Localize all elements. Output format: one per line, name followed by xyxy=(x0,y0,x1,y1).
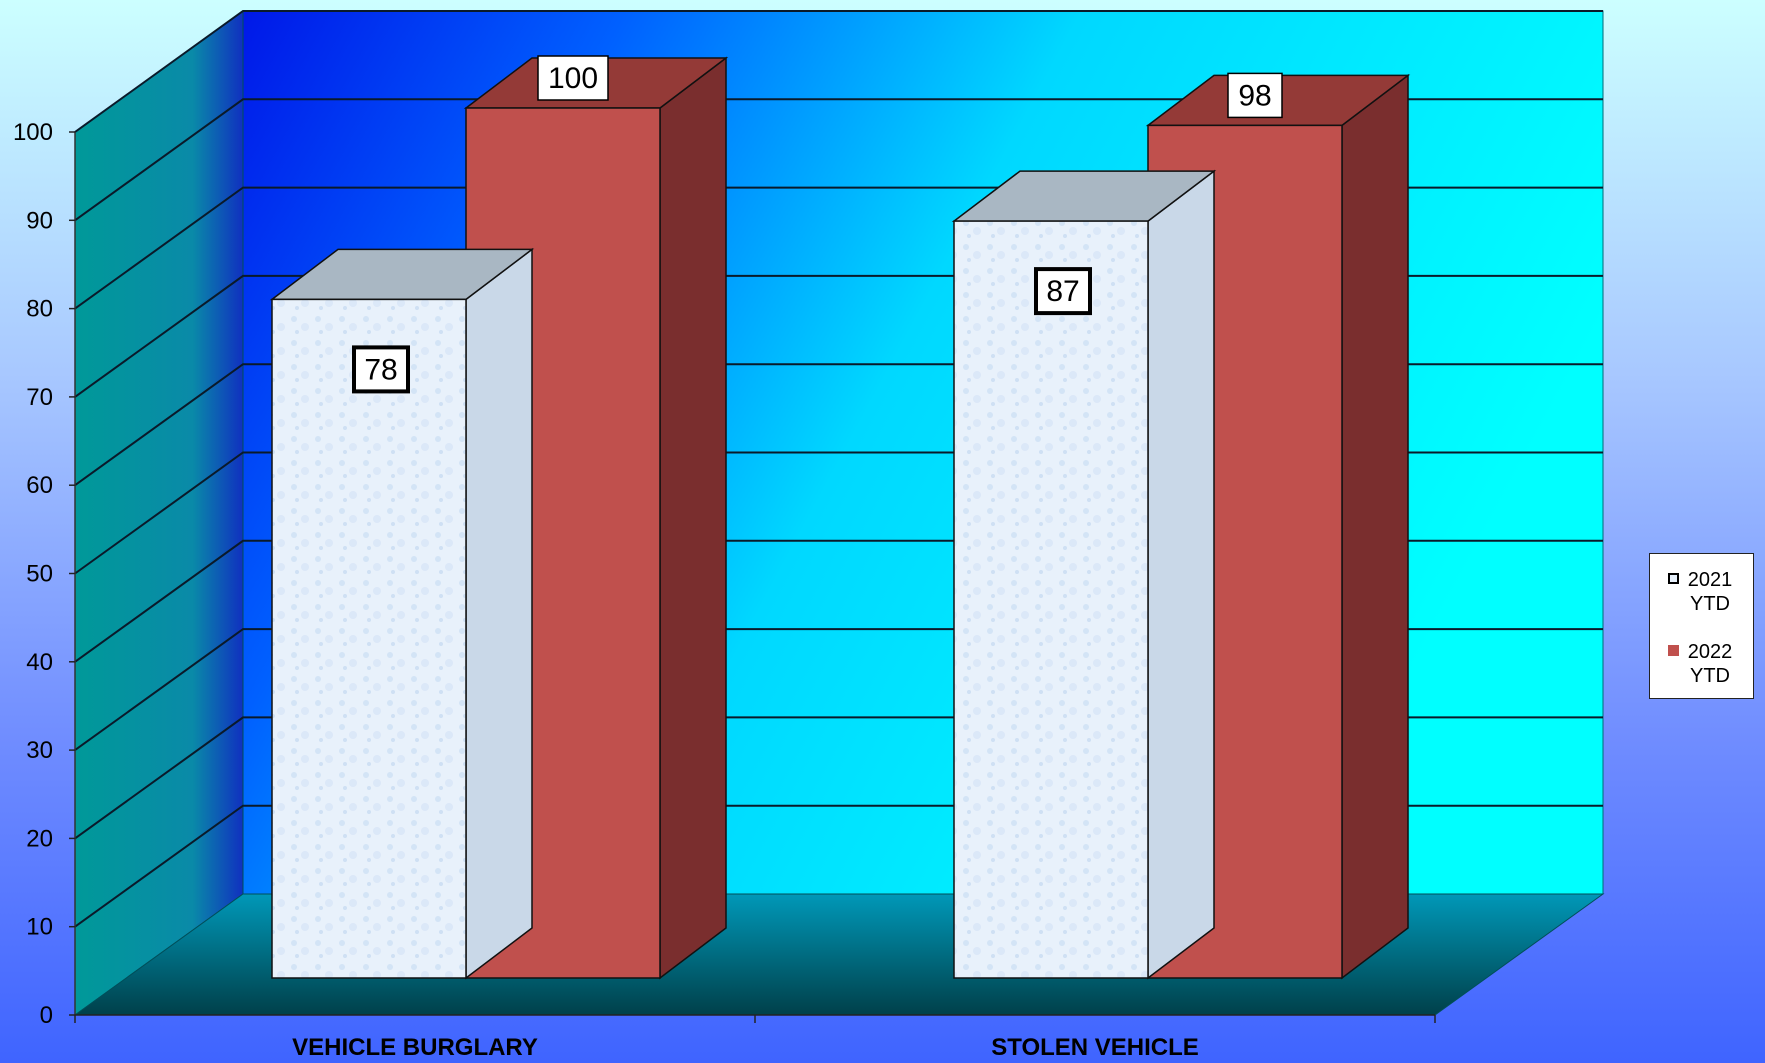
gridline xyxy=(74,10,1603,133)
y-tick-label: 100 xyxy=(13,119,53,146)
y-tick-label: 80 xyxy=(26,296,53,323)
data-label-box xyxy=(537,55,609,101)
y-tick-label: 60 xyxy=(26,472,53,499)
y-tick-label: 50 xyxy=(26,561,53,588)
data-label-box xyxy=(1034,267,1092,316)
y-tick-label: 40 xyxy=(26,649,53,676)
legend-swatch-2021 xyxy=(1668,573,1679,584)
y-tick-label: 20 xyxy=(26,825,53,852)
y-tick-label: 70 xyxy=(26,384,53,411)
data-label: 98 xyxy=(1238,79,1271,112)
y-tick-label: 10 xyxy=(26,914,53,941)
data-label-box xyxy=(352,345,410,394)
bar-side xyxy=(1147,169,1215,980)
data-label: 87 xyxy=(1046,275,1079,308)
legend-item-2022: 2022 YTD xyxy=(1668,640,1737,688)
y-tick-label: 0 xyxy=(40,1002,53,1029)
bar xyxy=(271,298,467,979)
y-tick-label: 30 xyxy=(26,737,53,764)
y-tick-label: 90 xyxy=(26,207,53,234)
bar-side xyxy=(659,56,727,980)
bar xyxy=(953,220,1149,979)
legend-label-2021: 2021 YTD xyxy=(1687,569,1733,615)
data-label-box xyxy=(1227,72,1283,119)
gridline xyxy=(74,98,1603,222)
x-tick-label: STOLEN VEHICLE xyxy=(991,1034,1199,1061)
data-label: 78 xyxy=(364,353,397,386)
bar-side xyxy=(465,247,533,980)
bar-side xyxy=(1341,73,1409,980)
legend-swatch-2022 xyxy=(1668,645,1679,656)
legend-item-2021: 2021 YTD xyxy=(1668,568,1737,616)
data-label: 100 xyxy=(548,62,598,95)
legend-label-2022: 2022 YTD xyxy=(1687,641,1733,687)
legend: 2021 YTD 2022 YTD xyxy=(1649,553,1754,699)
x-tick-label: VEHICLE BURGLARY xyxy=(292,1034,538,1061)
